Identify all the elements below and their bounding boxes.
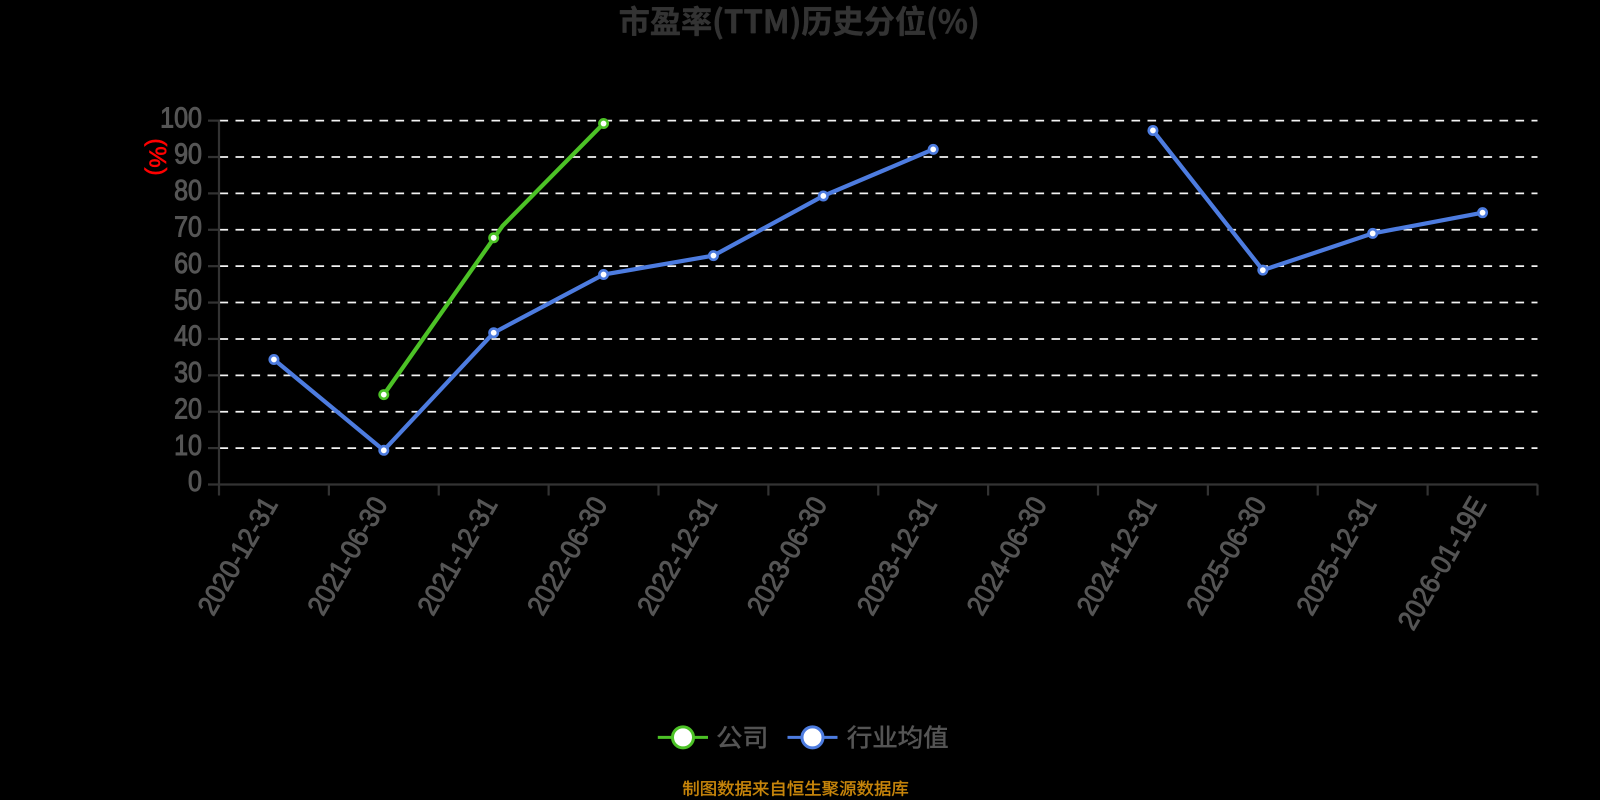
svg-text:20: 20 <box>174 393 202 425</box>
svg-text:70: 70 <box>174 211 202 243</box>
svg-text:30: 30 <box>174 357 202 389</box>
svg-text:40: 40 <box>174 320 202 352</box>
svg-text:(%): (%) <box>144 138 171 175</box>
svg-text:50: 50 <box>174 284 202 316</box>
svg-text:60: 60 <box>174 247 202 279</box>
svg-text:90: 90 <box>174 138 202 170</box>
svg-text:10: 10 <box>174 429 202 461</box>
svg-text:0: 0 <box>188 466 202 498</box>
svg-text:100: 100 <box>160 102 202 134</box>
svg-text:80: 80 <box>174 175 202 207</box>
